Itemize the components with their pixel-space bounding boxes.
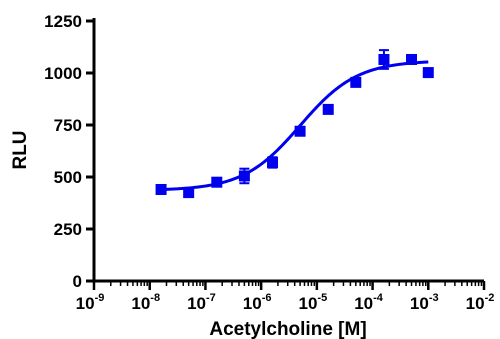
data-point bbox=[267, 156, 279, 168]
y-axis-title: RLU bbox=[10, 130, 31, 169]
data-point bbox=[406, 53, 418, 65]
data-point bbox=[422, 67, 434, 79]
plot-area bbox=[155, 49, 434, 199]
x-tick-label: 10-8 bbox=[131, 292, 160, 313]
data-point bbox=[211, 176, 223, 188]
data-point bbox=[322, 103, 334, 115]
data-point bbox=[183, 187, 195, 199]
y-tick-label: 750 bbox=[54, 116, 82, 135]
axes: 0 250 500 750 1000 1250 10-9 10-8 10-7 10-6 10-5 10… bbox=[44, 12, 494, 313]
x-tick-label: 10-2 bbox=[466, 292, 495, 313]
x-tick-label: 10-3 bbox=[410, 292, 439, 313]
x-tick-label: 10-4 bbox=[354, 292, 384, 313]
y-tick-label: 0 bbox=[73, 272, 82, 291]
x-tick-label: 10-7 bbox=[187, 292, 216, 313]
y-tick-label: 1000 bbox=[44, 64, 82, 83]
data-point bbox=[238, 170, 250, 182]
x-axis-title: Acetylcholine [M] bbox=[209, 319, 366, 339]
x-tick-label: 10-9 bbox=[76, 292, 105, 313]
data-point bbox=[378, 53, 390, 65]
data-point bbox=[155, 183, 167, 195]
y-tick-label: 250 bbox=[54, 220, 82, 239]
y-tick-label: 1250 bbox=[44, 12, 82, 31]
x-tick-label: 10-5 bbox=[299, 292, 328, 313]
y-tick-label: 500 bbox=[54, 168, 82, 187]
x-tick-label: 10-6 bbox=[243, 292, 272, 313]
data-point bbox=[350, 76, 362, 88]
data-point bbox=[294, 125, 306, 137]
